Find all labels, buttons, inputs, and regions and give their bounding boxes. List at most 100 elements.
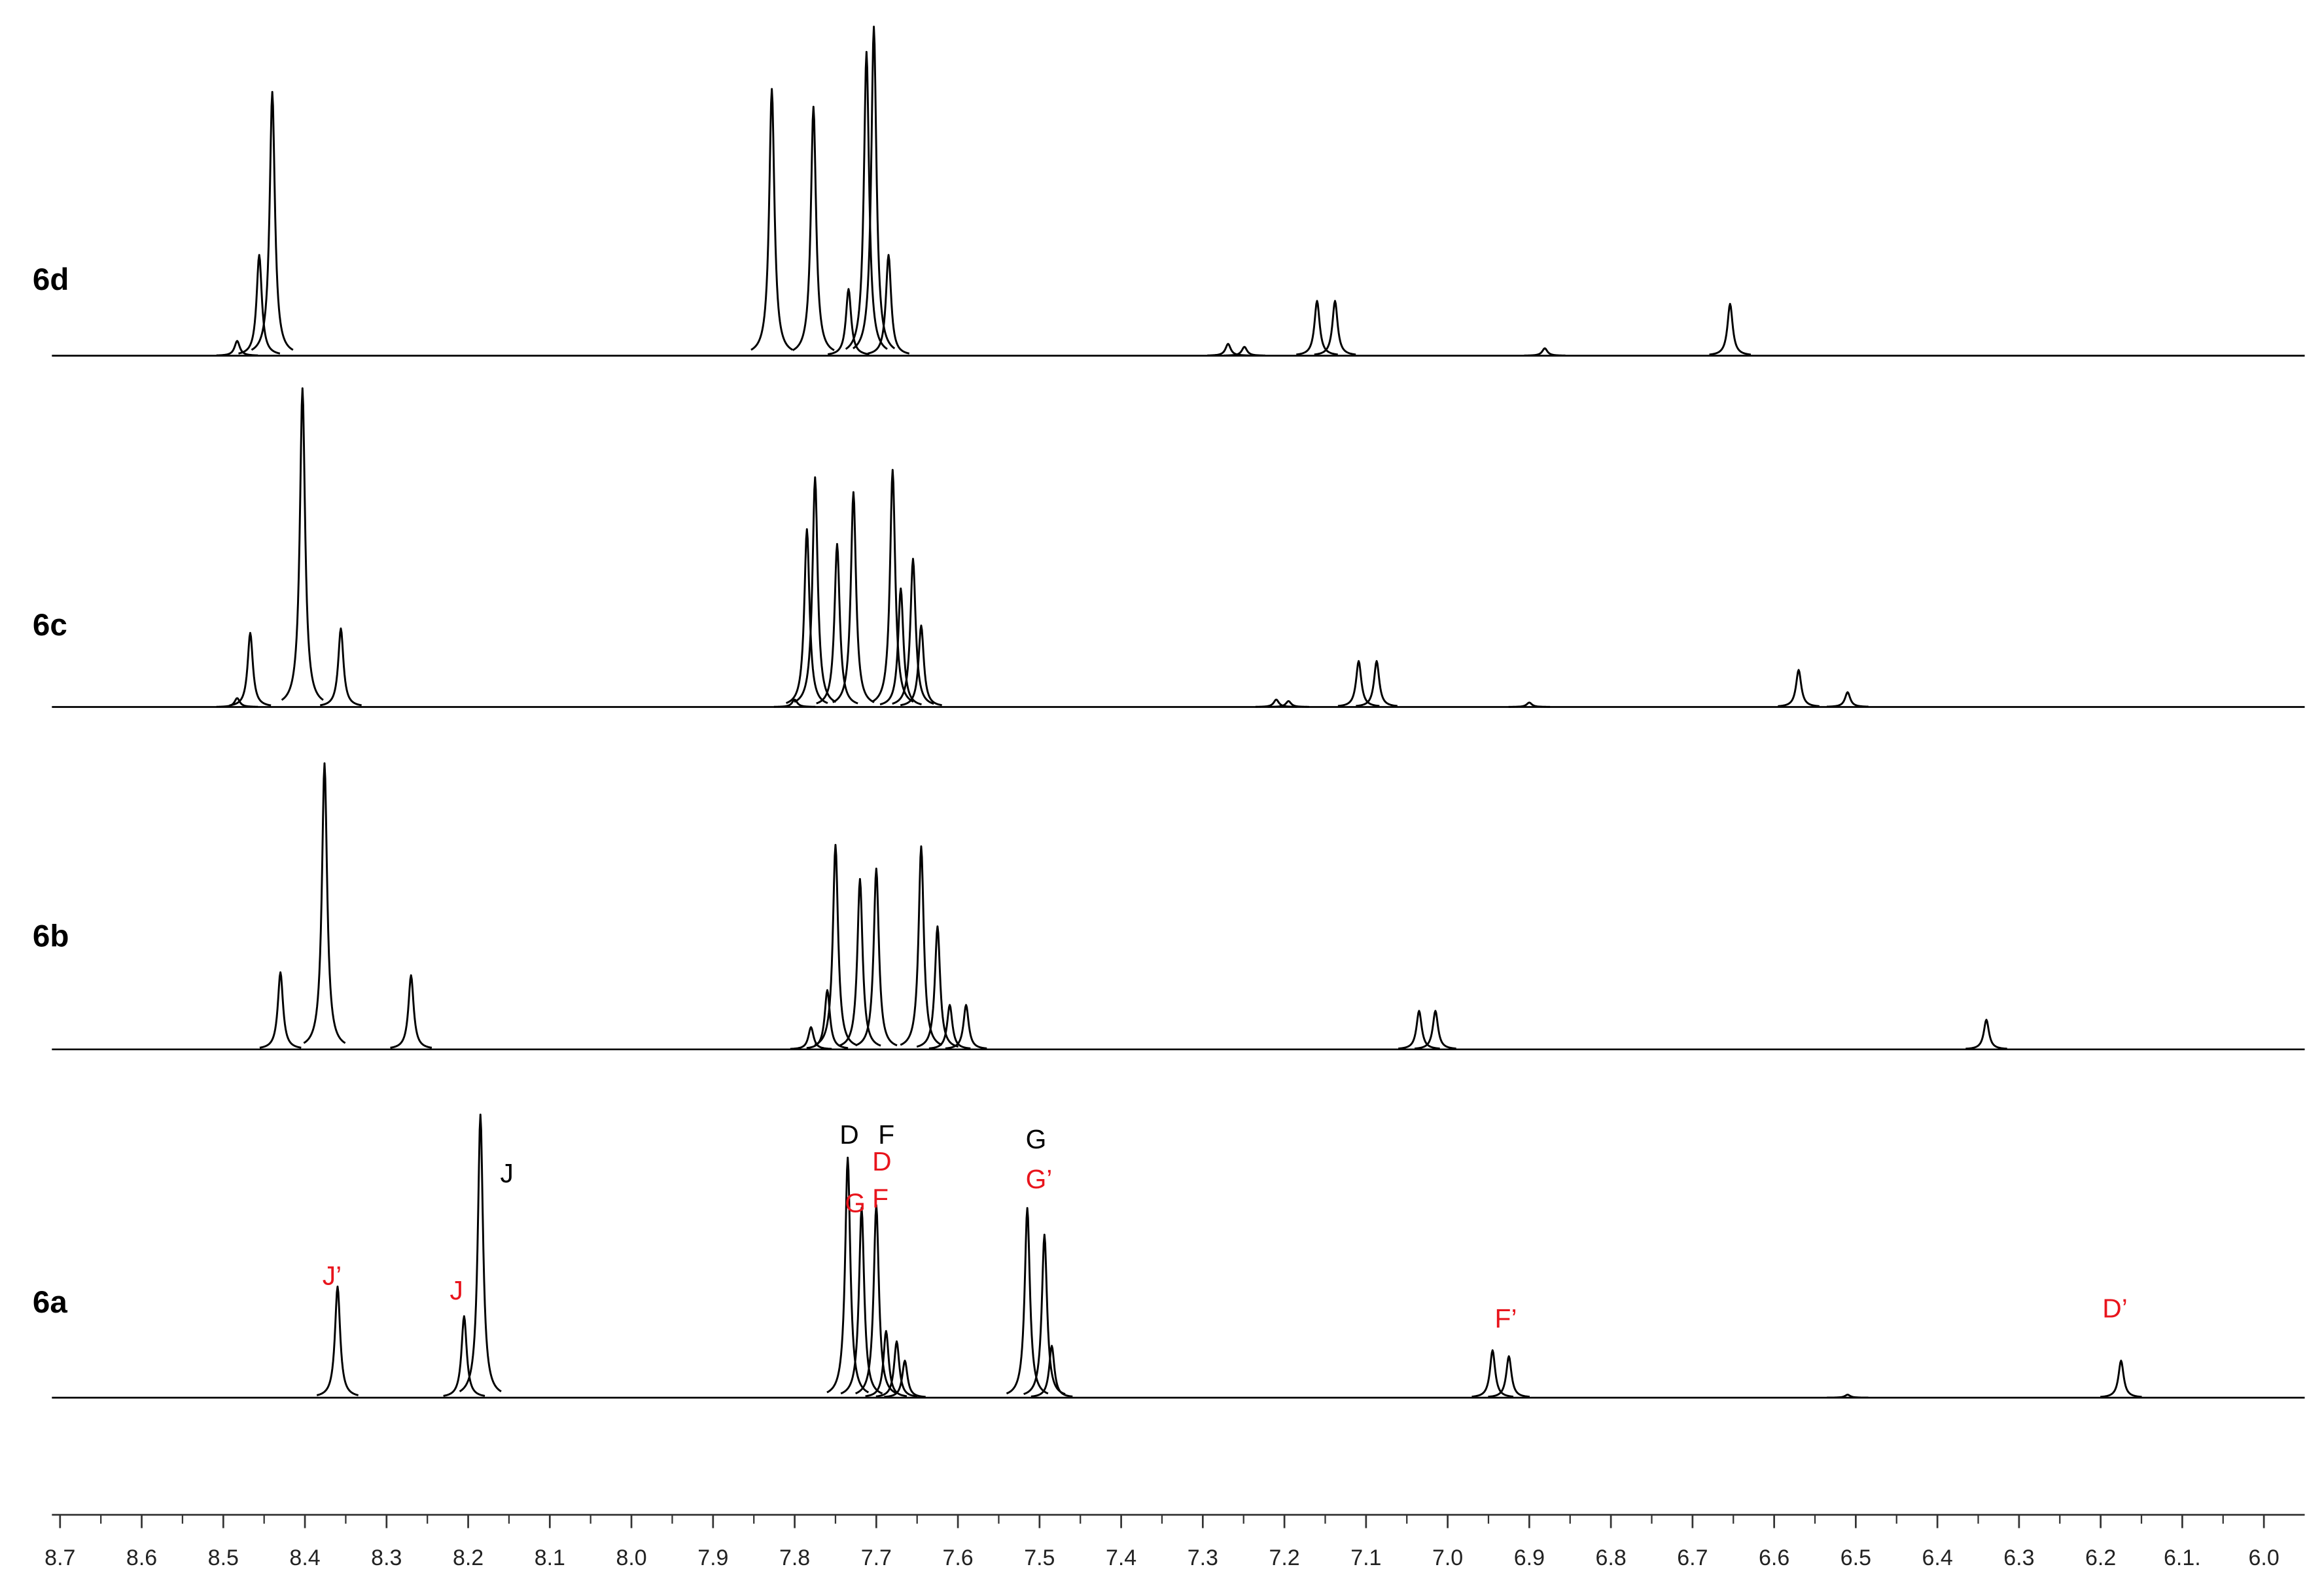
peak: [826, 1156, 870, 1394]
x-tick-label: 6.0: [2249, 1545, 2280, 1570]
peak-annotation: D’: [2102, 1293, 2128, 1323]
peak-annotation: G: [845, 1188, 866, 1218]
x-tick-label: 7.6: [942, 1545, 973, 1570]
x-tick-label: 7.0: [1432, 1545, 1463, 1570]
peak: [827, 288, 870, 355]
peak: [259, 971, 302, 1049]
peak: [216, 340, 258, 357]
peak: [839, 877, 881, 1047]
peak-annotation: F: [878, 1120, 894, 1150]
peak-annotation: D: [872, 1146, 891, 1176]
peak: [892, 557, 934, 705]
peak: [945, 1004, 987, 1050]
peak: [790, 1026, 832, 1050]
peak: [1030, 1345, 1073, 1398]
x-tick-label: 6.5: [1840, 1545, 1871, 1570]
x-tick-label: 7.8: [779, 1545, 810, 1570]
peak-annotation: G: [1026, 1124, 1047, 1154]
x-tick-label: 6.7: [1677, 1545, 1708, 1570]
x-tick-label: 8.4: [289, 1545, 320, 1570]
peak-annotation: J: [501, 1158, 514, 1188]
peak: [814, 843, 857, 1046]
x-tick-label: 6.8: [1595, 1545, 1626, 1570]
x-tick-label: 6.4: [1922, 1545, 1953, 1570]
peak: [1006, 1207, 1049, 1395]
peak: [879, 587, 922, 705]
x-tick-label: 8.7: [44, 1545, 75, 1570]
series-label: 6d: [33, 262, 69, 297]
peak: [1255, 698, 1297, 708]
peak: [1709, 302, 1752, 356]
x-tick-label: 6.2: [2085, 1545, 2116, 1570]
peak: [865, 1330, 907, 1398]
peak: [1356, 660, 1398, 707]
peak: [786, 528, 828, 704]
peak: [1965, 1019, 2008, 1050]
x-tick-label: 7.4: [1106, 1545, 1136, 1570]
x-tick-label: 8.3: [371, 1545, 402, 1570]
peak: [1295, 300, 1339, 356]
peak: [792, 105, 835, 351]
peak: [281, 387, 324, 701]
peak-annotation: F: [872, 1184, 889, 1214]
x-tick-label: 6.1.: [2164, 1545, 2201, 1570]
x-tick-label: 7.9: [697, 1545, 728, 1570]
peak-annotation: D: [839, 1120, 858, 1150]
x-tick-label: 8.2: [453, 1545, 484, 1570]
peak: [855, 867, 898, 1047]
peak: [832, 491, 875, 703]
peak: [900, 624, 942, 707]
peak: [229, 631, 272, 707]
x-tick-label: 7.3: [1188, 1545, 1218, 1570]
peak-annotation: G’: [1026, 1164, 1053, 1194]
series-label: 6a: [33, 1285, 67, 1320]
peak: [216, 697, 258, 708]
x-tick-label: 8.5: [208, 1545, 239, 1570]
x-tick-label: 7.1: [1350, 1545, 1381, 1570]
peak: [867, 254, 910, 355]
peak: [853, 26, 896, 349]
peak: [916, 925, 959, 1048]
peak: [883, 1360, 926, 1398]
peak: [2100, 1360, 2142, 1398]
peak: [816, 542, 858, 705]
peak: [1826, 1394, 1869, 1399]
peak: [319, 627, 362, 707]
peak: [1471, 1349, 1514, 1398]
peak: [443, 1315, 485, 1397]
peak: [1524, 347, 1566, 357]
peak-annotation: J: [450, 1275, 463, 1305]
peak: [459, 1114, 502, 1392]
x-tick-label: 8.0: [616, 1545, 646, 1570]
peak: [750, 88, 794, 351]
series-label: 6c: [33, 608, 67, 643]
peak: [871, 468, 914, 703]
peak: [316, 1285, 359, 1396]
peak: [1414, 1010, 1456, 1050]
x-tick-label: 7.7: [861, 1545, 892, 1570]
peak: [855, 1204, 898, 1395]
peak: [1398, 1010, 1440, 1050]
peak: [1508, 701, 1551, 708]
x-tick-label: 6.9: [1514, 1545, 1545, 1570]
peak: [1488, 1355, 1530, 1398]
peak: [875, 1340, 918, 1398]
x-tick-label: 6.6: [1759, 1545, 1789, 1570]
peak: [794, 476, 837, 703]
x-tick-label: 7.2: [1269, 1545, 1299, 1570]
peak: [1223, 345, 1266, 357]
series-label: 6b: [33, 919, 69, 953]
peak: [806, 989, 849, 1050]
peak: [251, 90, 294, 351]
peak: [1777, 669, 1820, 707]
peak: [238, 254, 281, 355]
peak: [900, 845, 943, 1046]
x-tick-label: 7.5: [1024, 1545, 1055, 1570]
x-tick-label: 8.1: [535, 1545, 565, 1570]
peak-annotation: J’: [323, 1260, 342, 1290]
peak: [1826, 691, 1869, 708]
peak-annotation: F’: [1495, 1303, 1517, 1333]
peak: [1267, 699, 1310, 708]
peak: [1314, 300, 1356, 356]
